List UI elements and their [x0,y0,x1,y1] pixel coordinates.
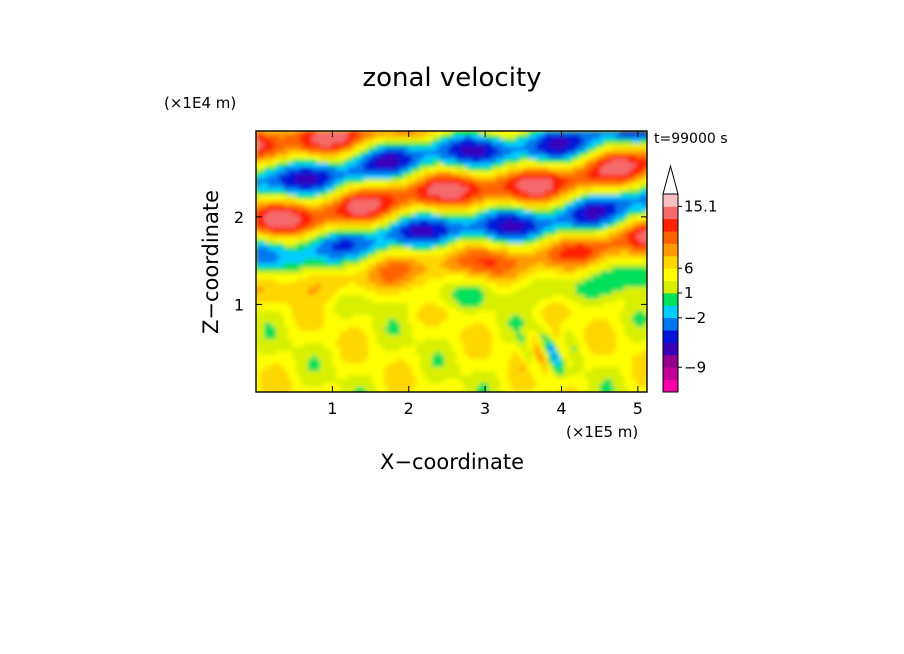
colorbar-level-label: −2 [684,309,706,327]
x-tick-label: 2 [404,399,414,418]
colorbar-swatch [663,243,678,257]
colorbar-swatch [663,194,678,207]
y-tick-label: 1 [234,295,244,314]
colorbar-swatch [663,280,678,294]
x-tick-label: 1 [327,399,337,418]
colorbar-swatch [663,218,678,232]
chart-title: zonal velocity [362,63,541,93]
colorbar-swatch [663,342,678,356]
colorbar-level-label: 6 [684,259,694,277]
x-tick-label: 4 [556,399,566,418]
colorbar-swatch [663,379,678,393]
colorbar-swatch [663,255,678,269]
colorbar-swatch [663,330,678,343]
colorbar-swatch [663,231,678,244]
colorbar-level-label: 1 [684,284,694,302]
colorbar-swatch [663,317,678,331]
colorbar-swatch [663,305,678,319]
time-label: t=99000 s [654,131,728,147]
x-scale-label: (×1E5 m) [566,423,638,441]
colorbar-extend-arrow [662,164,679,195]
colorbar-swatch [663,268,678,282]
velocity-contour-field [256,131,647,392]
y-axis: 12 [234,208,647,314]
colorbar-swatch [663,354,678,368]
colorbar-swatch [663,206,678,220]
y-scale-label: (×1E4 m) [164,94,236,112]
colorbar: 15.1 6 1 −2 −9 [662,164,717,393]
colorbar-swatch [663,293,678,306]
colorbar-level-label: 15.1 [684,197,717,215]
y-tick-label: 2 [234,208,244,227]
plot-frame [255,130,648,393]
x-axis-label: X−coordinate [380,450,524,474]
x-tick-label: 5 [633,399,643,418]
plot-area [256,131,647,392]
x-tick-label: 3 [480,399,490,418]
colorbar-level-label: −9 [684,358,706,376]
x-axis: 1 2 3 4 5 [327,131,643,418]
y-axis-label: Z−coordinate [199,190,223,334]
colorbar-swatch [663,367,678,381]
